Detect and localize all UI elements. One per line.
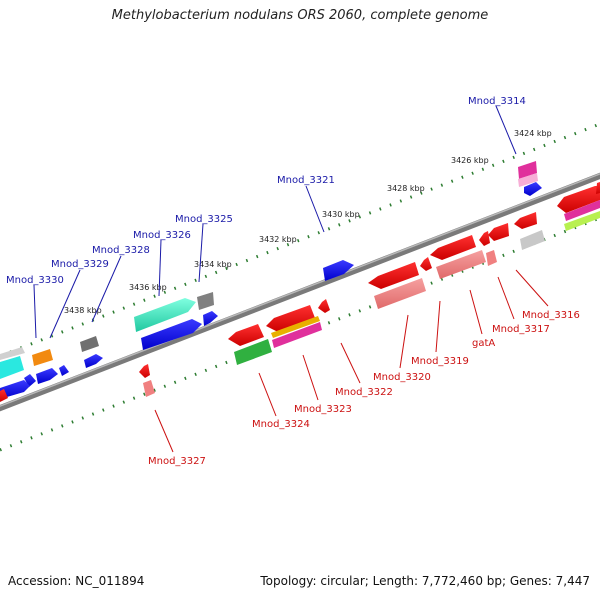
gene-feature[interactable] bbox=[234, 339, 272, 365]
gene-label-forward[interactable]: Mnod_3326 bbox=[133, 230, 191, 241]
forward-gene-track bbox=[0, 161, 542, 399]
gene-feature[interactable] bbox=[488, 223, 509, 241]
gene-feature[interactable] bbox=[564, 200, 600, 221]
gene-feature[interactable] bbox=[139, 364, 150, 378]
gene-label-reverse[interactable]: Mnod_3316 bbox=[522, 310, 580, 321]
gene-feature[interactable] bbox=[0, 389, 8, 402]
ruler-label: 3426 kbp bbox=[451, 156, 489, 165]
gene-feature[interactable] bbox=[266, 305, 315, 332]
gene-feature[interactable] bbox=[134, 298, 196, 332]
gene-feature[interactable] bbox=[524, 182, 542, 196]
gene-feature[interactable] bbox=[0, 380, 30, 399]
gene-feature[interactable] bbox=[36, 368, 58, 384]
gene-label-forward[interactable]: Mnod_3314 bbox=[468, 96, 526, 107]
gene-feature[interactable] bbox=[141, 319, 202, 350]
gene-feature[interactable] bbox=[203, 311, 218, 326]
gene-feature[interactable] bbox=[143, 380, 155, 397]
genome-backbone bbox=[0, 172, 600, 412]
gene-feature[interactable] bbox=[374, 278, 426, 309]
gene-label-forward[interactable]: Mnod_3330 bbox=[6, 275, 64, 286]
gene-feature[interactable] bbox=[272, 322, 322, 348]
gene-feature[interactable] bbox=[197, 292, 214, 310]
gene-feature[interactable] bbox=[430, 235, 476, 260]
gene-feature[interactable] bbox=[557, 186, 600, 213]
gene-feature[interactable] bbox=[436, 250, 486, 279]
gene-feature[interactable] bbox=[24, 374, 36, 387]
gene-feature[interactable] bbox=[486, 250, 497, 266]
accession-text: Accession: NC_011894 bbox=[8, 574, 145, 588]
gene-feature[interactable] bbox=[564, 211, 600, 231]
gene-feature[interactable] bbox=[323, 260, 354, 281]
forward-leader-lines bbox=[33, 105, 517, 339]
map-title: Methylobacterium nodulans ORS 2060, comp… bbox=[111, 8, 489, 23]
gene-label-reverse[interactable]: Mnod_3323 bbox=[294, 404, 352, 415]
ruler-label: 3438 kbp bbox=[64, 306, 102, 315]
gene-feature[interactable] bbox=[318, 299, 330, 313]
gene-feature[interactable] bbox=[84, 354, 103, 368]
gene-label-reverse[interactable]: Mnod_3324 bbox=[252, 419, 310, 430]
gene-feature[interactable] bbox=[596, 182, 600, 194]
gene-label-forward[interactable]: Mnod_3328 bbox=[92, 245, 150, 256]
gene-feature[interactable] bbox=[420, 257, 432, 271]
genome-backbone-highlight bbox=[0, 173, 600, 407]
gene-label-forward[interactable]: Mnod_3321 bbox=[277, 175, 335, 186]
gene-feature[interactable] bbox=[368, 262, 419, 289]
gene-feature[interactable] bbox=[0, 356, 24, 379]
gene-label-reverse[interactable]: Mnod_3322 bbox=[335, 387, 393, 398]
reverse-gene-track bbox=[0, 182, 600, 402]
gene-feature[interactable] bbox=[518, 173, 538, 187]
gene-feature[interactable] bbox=[32, 349, 53, 366]
gene-label-forward[interactable]: Mnod_3329 bbox=[51, 259, 109, 270]
ruler-label: 3436 kbp bbox=[129, 283, 167, 292]
gene-feature[interactable] bbox=[514, 212, 537, 229]
genome-summary-text: Topology: circular; Length: 7,772,460 bp… bbox=[260, 574, 590, 588]
gene-label-forward[interactable]: Mnod_3325 bbox=[175, 214, 233, 225]
gene-label-reverse[interactable]: Mnod_3327 bbox=[148, 456, 206, 467]
ruler-label: 3424 kbp bbox=[514, 129, 552, 138]
gene-label-reverse[interactable]: Mnod_3319 bbox=[411, 356, 469, 367]
gene-feature[interactable] bbox=[0, 347, 25, 360]
ruler-label: 3428 kbp bbox=[387, 184, 425, 193]
gene-feature[interactable] bbox=[479, 231, 490, 246]
ruler-label: 3434 kbp bbox=[194, 260, 232, 269]
gene-feature[interactable] bbox=[520, 230, 545, 250]
gene-label-reverse[interactable]: Mnod_3320 bbox=[373, 372, 431, 383]
reverse-leader-lines bbox=[154, 269, 549, 453]
gene-label-reverse[interactable]: Mnod_3317 bbox=[492, 324, 550, 335]
gene-label-reverse[interactable]: gatA bbox=[472, 338, 495, 349]
ruler-label: 3432 kbp bbox=[259, 235, 297, 244]
gene-feature[interactable] bbox=[80, 336, 99, 352]
ruler-label: 3430 kbp bbox=[322, 210, 360, 219]
gene-feature[interactable] bbox=[271, 316, 320, 338]
gene-feature[interactable] bbox=[59, 365, 69, 376]
gene-feature[interactable] bbox=[228, 324, 264, 346]
